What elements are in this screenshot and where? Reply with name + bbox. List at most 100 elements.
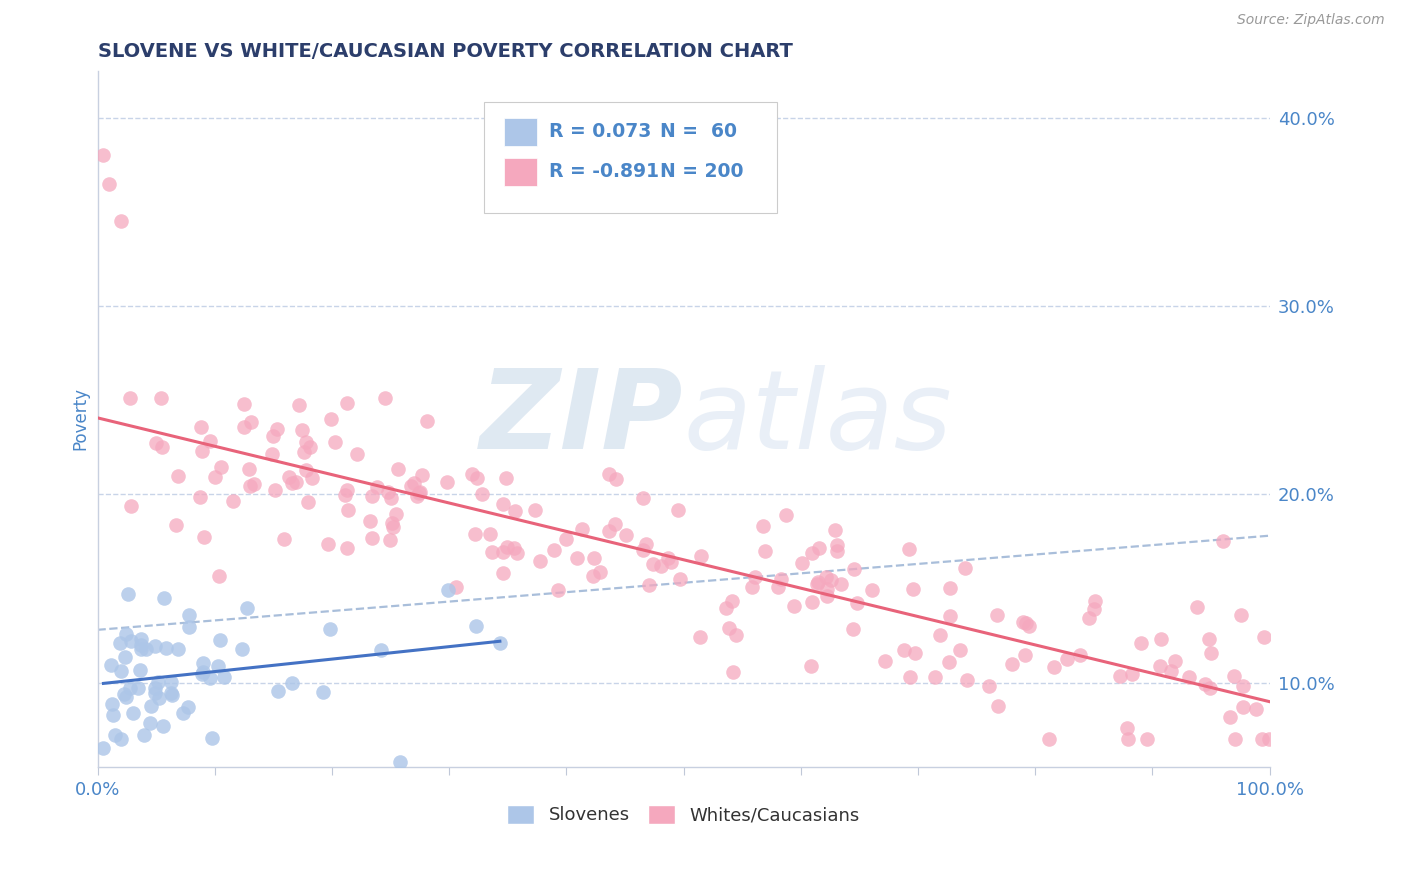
FancyBboxPatch shape bbox=[484, 102, 778, 213]
Point bbox=[775, 508, 797, 522]
Point bbox=[162, 688, 184, 702]
Point bbox=[1178, 670, 1201, 684]
Point bbox=[721, 593, 744, 607]
Point bbox=[387, 462, 409, 476]
Point bbox=[436, 475, 458, 490]
Point bbox=[98, 177, 121, 191]
Point bbox=[666, 503, 689, 517]
Point bbox=[135, 642, 157, 657]
Point bbox=[808, 541, 831, 555]
Point bbox=[209, 633, 232, 648]
Point bbox=[1116, 721, 1139, 735]
Point bbox=[631, 491, 654, 505]
Point bbox=[1069, 648, 1091, 662]
Point bbox=[938, 655, 960, 669]
Point bbox=[1199, 681, 1222, 695]
Point bbox=[134, 728, 156, 742]
Point bbox=[152, 719, 174, 733]
Point bbox=[143, 686, 166, 700]
Point bbox=[1084, 594, 1107, 608]
Point bbox=[766, 580, 789, 594]
Point bbox=[949, 642, 972, 657]
Point bbox=[408, 486, 430, 500]
Point bbox=[208, 568, 231, 582]
Point bbox=[273, 532, 295, 546]
Point bbox=[815, 582, 838, 596]
Point bbox=[333, 488, 356, 502]
Point bbox=[117, 587, 139, 601]
Point bbox=[114, 650, 136, 665]
Y-axis label: Poverty: Poverty bbox=[72, 387, 89, 450]
Point bbox=[689, 549, 711, 563]
Point bbox=[800, 595, 823, 609]
Point bbox=[479, 526, 502, 541]
Point bbox=[110, 636, 132, 650]
Point bbox=[297, 495, 319, 509]
Point bbox=[806, 577, 828, 591]
Point bbox=[1012, 615, 1035, 629]
Point bbox=[754, 544, 776, 558]
Point bbox=[374, 391, 396, 405]
Point bbox=[1078, 611, 1101, 625]
Point bbox=[1150, 632, 1173, 646]
Point bbox=[198, 434, 221, 448]
Point bbox=[177, 699, 200, 714]
Point bbox=[238, 462, 260, 476]
Point bbox=[145, 435, 167, 450]
Point bbox=[319, 412, 342, 426]
Point bbox=[110, 214, 132, 228]
Point bbox=[316, 537, 339, 551]
Point bbox=[841, 622, 863, 636]
Point bbox=[465, 619, 488, 633]
Point bbox=[281, 676, 304, 690]
Point bbox=[492, 545, 515, 559]
Point bbox=[583, 551, 606, 566]
Point bbox=[489, 636, 512, 650]
Point bbox=[714, 601, 737, 615]
Point bbox=[337, 502, 360, 516]
Point bbox=[725, 628, 748, 642]
Point bbox=[143, 681, 166, 695]
Point bbox=[294, 445, 316, 459]
Point bbox=[875, 654, 897, 668]
Point bbox=[589, 565, 612, 579]
Text: R = -0.891: R = -0.891 bbox=[548, 162, 659, 181]
Point bbox=[901, 582, 924, 596]
Point bbox=[1015, 616, 1038, 631]
Point bbox=[361, 531, 384, 545]
Point bbox=[110, 731, 132, 746]
Point bbox=[1230, 608, 1253, 623]
Point bbox=[267, 684, 290, 698]
Text: N =  60: N = 60 bbox=[661, 122, 737, 142]
Point bbox=[121, 706, 143, 720]
Point bbox=[824, 523, 846, 537]
Point bbox=[904, 646, 927, 660]
Point bbox=[464, 526, 486, 541]
Point bbox=[233, 397, 256, 411]
Point bbox=[1253, 631, 1275, 645]
Point bbox=[115, 690, 138, 704]
Point bbox=[529, 554, 551, 568]
Point bbox=[115, 626, 138, 640]
Point bbox=[744, 570, 766, 584]
Point bbox=[1185, 600, 1208, 615]
Point bbox=[165, 518, 187, 533]
Point bbox=[346, 447, 368, 461]
Point bbox=[207, 659, 229, 673]
Point bbox=[598, 467, 620, 481]
Point bbox=[260, 447, 283, 461]
Text: R = 0.073: R = 0.073 bbox=[548, 122, 651, 142]
Point bbox=[721, 665, 744, 680]
Point bbox=[987, 699, 1010, 714]
Point bbox=[148, 674, 170, 689]
Point bbox=[100, 658, 122, 673]
Point bbox=[471, 487, 494, 501]
Point bbox=[242, 476, 264, 491]
Point bbox=[359, 514, 381, 528]
Point bbox=[825, 538, 848, 552]
Point bbox=[846, 596, 869, 610]
Point bbox=[636, 537, 658, 551]
Point bbox=[263, 483, 285, 497]
Point bbox=[191, 666, 214, 681]
Point bbox=[1223, 731, 1246, 746]
